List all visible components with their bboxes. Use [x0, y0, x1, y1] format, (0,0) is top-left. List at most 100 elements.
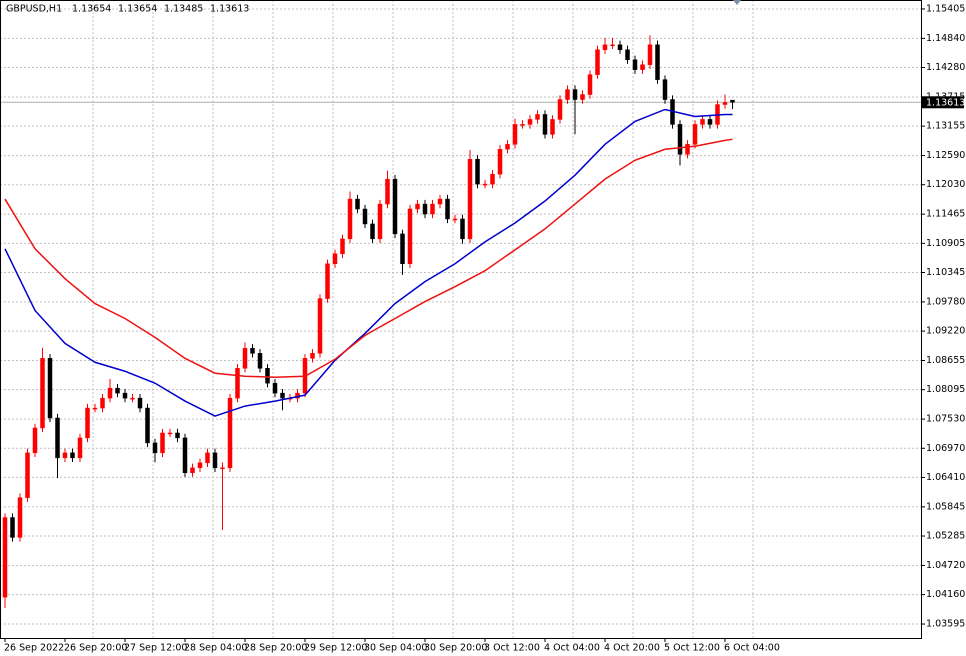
- candle-body: [572, 89, 578, 100]
- candle-body: [625, 49, 630, 60]
- candle-body: [265, 368, 270, 384]
- candle-body: [535, 114, 540, 120]
- candle-body: [115, 387, 120, 394]
- candle-body: [647, 44, 653, 65]
- candle-body: [497, 149, 503, 175]
- candle-body: [505, 144, 510, 150]
- candle-body: [595, 49, 600, 75]
- candle-body: [700, 119, 705, 125]
- plot-border: [0, 0, 922, 639]
- candle-body: [220, 467, 225, 470]
- candle-body: [2, 517, 8, 598]
- y-tick-label: 1.09780: [926, 296, 965, 307]
- y-tick-label: 1.05285: [926, 531, 965, 542]
- y-tick-label: 1.14840: [926, 33, 965, 44]
- y-tick-label: 1.05845: [926, 501, 965, 512]
- y-tick-label: 1.06970: [926, 443, 965, 454]
- candle-body: [70, 452, 75, 459]
- y-tick-label: 1.14280: [926, 62, 965, 73]
- candle-body: [152, 442, 158, 454]
- candle-body: [542, 114, 548, 135]
- candle-body: [100, 397, 105, 409]
- candle-body: [145, 407, 150, 444]
- candle-body: [107, 387, 113, 399]
- candle-body: [617, 44, 623, 50]
- candle-body: [167, 432, 173, 435]
- candle-body: [182, 437, 188, 473]
- candle-body: [310, 353, 315, 359]
- candle-body: [550, 119, 555, 135]
- x-tick-label: 28 Sep 20:00: [244, 643, 307, 654]
- candle-body: [235, 368, 240, 399]
- y-tick-label: 1.10345: [926, 267, 965, 278]
- y-tick-label: 1.09220: [926, 326, 965, 337]
- x-tick-label: 29 Sep 12:00: [304, 643, 367, 654]
- candle-body: [677, 124, 683, 155]
- candle-body: [385, 178, 390, 205]
- x-tick-label: 30 Sep 04:00: [364, 643, 427, 654]
- candle-body: [692, 124, 698, 145]
- y-tick-label: 1.04720: [926, 560, 965, 571]
- y-tick-label: 1.13155: [926, 121, 965, 132]
- candle-body: [490, 173, 495, 185]
- candle-body: [250, 348, 255, 354]
- candle-body: [392, 178, 398, 235]
- candle-body: [407, 208, 413, 264]
- x-tick-label: 26 Sep 20:00: [64, 643, 127, 654]
- current-price-box: [922, 96, 964, 109]
- header-value: 1.13485: [164, 4, 203, 15]
- candle-body: [227, 397, 233, 469]
- y-tick-label: 1.10905: [926, 238, 965, 249]
- candle-body: [527, 119, 533, 125]
- candle-body: [190, 467, 195, 473]
- x-tick-label: 5 Oct 12:00: [664, 643, 720, 654]
- candle-body: [377, 203, 383, 240]
- candle-body: [415, 203, 420, 210]
- candle-body: [437, 198, 443, 205]
- candle-body: [355, 198, 360, 210]
- x-tick-label: 4 Oct 20:00: [604, 643, 660, 654]
- x-tick-label: 26 Sep 2022: [4, 643, 64, 654]
- y-tick-label: 1.06410: [926, 472, 965, 483]
- header-value: 1.13654: [72, 4, 111, 15]
- candle-body: [175, 432, 180, 439]
- y-tick-label: 1.15405: [926, 3, 965, 14]
- candle-body: [347, 198, 353, 240]
- candle-body: [92, 407, 98, 410]
- plot-layer: [0, 0, 921, 638]
- candle-body: [272, 382, 278, 394]
- candle-body: [602, 44, 608, 50]
- x-tick-label: 3 Oct 12:00: [484, 643, 540, 654]
- y-tick-label: 1.07530: [926, 414, 965, 425]
- candle-body: [662, 79, 668, 100]
- candle-body: [77, 437, 83, 459]
- candle-body: [340, 238, 345, 255]
- y-tick-label: 1.08655: [926, 355, 965, 366]
- candle-body: [512, 124, 518, 145]
- candle-body: [460, 218, 465, 240]
- candle-body: [10, 517, 15, 538]
- candle-body: [122, 392, 128, 399]
- candle-body: [520, 124, 525, 126]
- candle-body: [197, 462, 203, 469]
- candle-body: [610, 44, 615, 47]
- candle-body: [475, 159, 480, 185]
- x-tick-label: 28 Sep 04:00: [184, 643, 247, 654]
- candle-body: [685, 144, 690, 155]
- candle-body: [62, 452, 68, 459]
- candle-body: [722, 102, 728, 105]
- candle-body: [422, 203, 428, 215]
- x-tick-label: 6 Oct 04:00: [724, 643, 780, 654]
- x-tick-label: 27 Sep 12:00: [124, 643, 187, 654]
- moving-average: [4, 138, 733, 378]
- candle-body: [587, 74, 593, 95]
- candle-body: [467, 159, 473, 240]
- header-value: 1.13654: [118, 4, 157, 15]
- y-tick-label: 1.03595: [926, 619, 965, 630]
- y-tick-label: 1.12590: [926, 150, 965, 161]
- candle-body: [445, 198, 450, 220]
- candle-body: [160, 432, 165, 454]
- candle-body: [130, 397, 135, 400]
- candle-body: [242, 348, 248, 369]
